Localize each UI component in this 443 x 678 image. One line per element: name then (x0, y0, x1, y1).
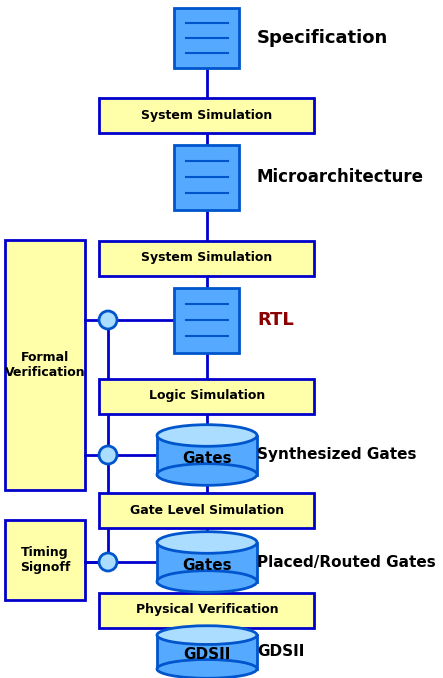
FancyBboxPatch shape (157, 542, 257, 582)
FancyBboxPatch shape (5, 240, 85, 490)
FancyBboxPatch shape (100, 378, 315, 414)
Ellipse shape (157, 571, 257, 593)
Ellipse shape (157, 626, 257, 645)
FancyBboxPatch shape (175, 144, 240, 210)
Text: Specification: Specification (257, 29, 388, 47)
Text: Gates: Gates (182, 451, 232, 466)
FancyBboxPatch shape (157, 635, 257, 669)
FancyBboxPatch shape (157, 435, 257, 475)
FancyBboxPatch shape (175, 8, 240, 68)
Circle shape (99, 446, 117, 464)
Text: Timing
Signoff: Timing Signoff (20, 546, 70, 574)
Text: RTL: RTL (257, 311, 294, 329)
Text: Gates: Gates (182, 557, 232, 573)
Text: Physical Verification: Physical Verification (136, 603, 278, 616)
Text: Synthesized Gates: Synthesized Gates (257, 447, 416, 462)
Text: System Simulation: System Simulation (141, 108, 272, 121)
FancyBboxPatch shape (5, 520, 85, 600)
FancyBboxPatch shape (100, 593, 315, 628)
Text: GDSII: GDSII (183, 647, 231, 662)
FancyBboxPatch shape (100, 241, 315, 275)
Ellipse shape (157, 532, 257, 553)
FancyBboxPatch shape (100, 492, 315, 527)
Text: Logic Simulation: Logic Simulation (149, 389, 265, 403)
Text: Microarchitecture: Microarchitecture (257, 168, 424, 186)
Circle shape (99, 553, 117, 571)
Ellipse shape (157, 424, 257, 446)
Text: Formal
Verification: Formal Verification (5, 351, 85, 379)
Ellipse shape (157, 660, 257, 678)
Text: Placed/Routed Gates: Placed/Routed Gates (257, 555, 436, 570)
FancyBboxPatch shape (100, 98, 315, 132)
FancyBboxPatch shape (175, 287, 240, 353)
Text: System Simulation: System Simulation (141, 252, 272, 264)
Circle shape (99, 311, 117, 329)
Text: GDSII: GDSII (257, 645, 304, 660)
Text: Gate Level Simulation: Gate Level Simulation (130, 504, 284, 517)
Ellipse shape (157, 464, 257, 485)
